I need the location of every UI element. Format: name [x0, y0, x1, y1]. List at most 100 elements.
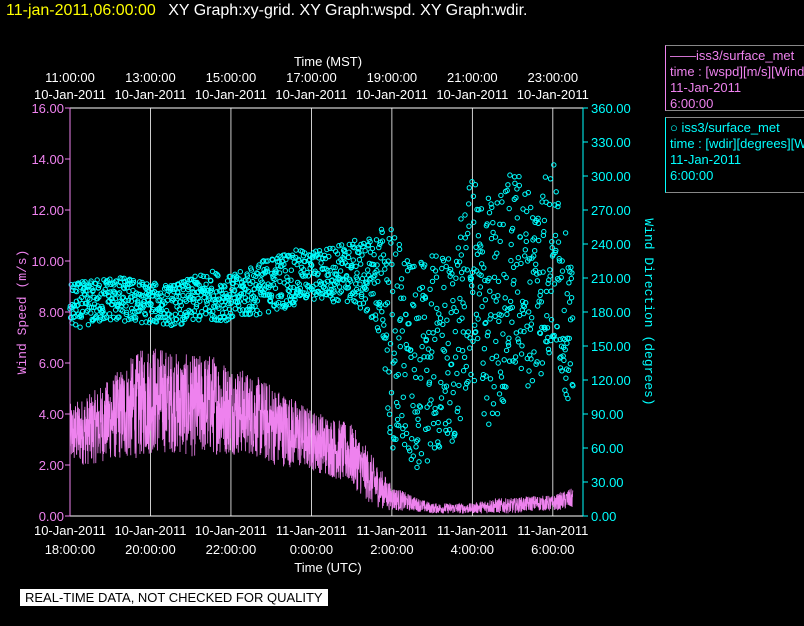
- wdir-point: [367, 238, 373, 245]
- wdir-point: [359, 252, 365, 258]
- wdir-point: [470, 289, 476, 295]
- wdir-point: [353, 263, 359, 269]
- wdir-point: [290, 284, 296, 291]
- wdir-point: [424, 458, 431, 464]
- wdir-point: [428, 301, 435, 307]
- wdir-point: [498, 312, 504, 318]
- wdir-point: [352, 237, 358, 244]
- wdir-point: [360, 243, 366, 250]
- wdir-point: [530, 215, 536, 221]
- wdir-point: [402, 371, 408, 378]
- wdir-point: [360, 300, 367, 306]
- wdir-point: [395, 422, 402, 429]
- wdir-point: [304, 292, 311, 298]
- wdir-point: [159, 293, 165, 299]
- wdir-point: [495, 293, 501, 299]
- wdir-point: [336, 284, 343, 290]
- wdir-point: [326, 253, 332, 260]
- wdir-point: [112, 296, 119, 302]
- wdir-point: [432, 336, 438, 342]
- wdir-point: [231, 288, 238, 294]
- wdir-point: [193, 304, 200, 310]
- wdir-point: [208, 278, 214, 284]
- wdir-point: [132, 317, 139, 323]
- wdir-point: [440, 321, 446, 328]
- wdir-point: [373, 316, 379, 322]
- wdir-point: [401, 363, 407, 369]
- wdir-point: [245, 297, 251, 303]
- bottom-tick-time: 4:00:00: [451, 542, 494, 557]
- wdir-point: [192, 273, 198, 279]
- wdir-point: [334, 251, 341, 257]
- bottom-tick-time: 22:00:00: [206, 542, 257, 557]
- wdir-point: [339, 260, 345, 267]
- wdir-point: [322, 285, 328, 292]
- wdir-point: [451, 305, 457, 311]
- wdir-point: [493, 338, 499, 345]
- wdir-point: [293, 247, 299, 253]
- wdir-point: [397, 316, 404, 322]
- wdir-point: [535, 215, 541, 222]
- wdir-point: [335, 297, 341, 304]
- wdir-point: [458, 252, 464, 258]
- wdir-point: [540, 269, 546, 275]
- wdir-point: [409, 436, 415, 442]
- wdir-point: [389, 311, 395, 318]
- wdir-point: [562, 230, 569, 236]
- wdir-point: [256, 283, 263, 289]
- wdir-point: [413, 438, 420, 445]
- wdir-point: [465, 378, 471, 385]
- wdir-point: [433, 274, 440, 280]
- left-tick-label: 14.00: [31, 152, 64, 167]
- wdir-point: [236, 276, 242, 282]
- wdir-point: [507, 172, 513, 178]
- right-tick-label: 120.00: [591, 373, 631, 388]
- wdir-point: [123, 297, 129, 304]
- wdir-point: [298, 291, 305, 297]
- wdir-point: [207, 288, 213, 294]
- wdir-point: [436, 311, 442, 317]
- wdir-point: [508, 257, 514, 264]
- wdir-point: [484, 221, 490, 227]
- wdir-point: [124, 309, 130, 315]
- top-tick-date: 10-Jan-2011: [517, 87, 589, 102]
- bottom-tick-time: 18:00:00: [45, 542, 96, 557]
- wdir-point: [362, 285, 368, 291]
- wdir-point: [73, 307, 79, 313]
- wdir-point: [403, 430, 410, 437]
- wdir-point: [533, 261, 539, 267]
- wdir-point: [454, 408, 460, 415]
- wdir-point: [411, 263, 417, 270]
- wdir-point: [532, 248, 538, 254]
- wdir-point: [457, 234, 464, 240]
- wdir-point: [406, 320, 412, 327]
- wdir-point: [512, 180, 518, 187]
- wdir-point: [433, 410, 439, 416]
- wdir-point: [339, 276, 346, 282]
- wdir-point: [95, 285, 102, 291]
- wdir-point: [493, 298, 499, 304]
- wdir-point: [380, 317, 386, 323]
- wdir-point: [375, 328, 382, 334]
- wdir-point: [471, 219, 477, 225]
- wdir-point: [357, 305, 364, 311]
- wdir-point: [450, 381, 457, 387]
- wdir-point: [463, 363, 469, 370]
- wdir-point: [453, 258, 460, 265]
- wdir-point: [88, 304, 95, 311]
- wdir-point: [439, 332, 445, 338]
- wdir-point: [369, 245, 376, 252]
- left-tick-label: 16.00: [31, 101, 64, 116]
- wdir-point: [504, 311, 510, 317]
- wdir-point: [349, 290, 355, 297]
- wdir-point: [486, 210, 493, 216]
- wdir-point: [501, 357, 507, 363]
- wdir-point: [455, 245, 461, 251]
- wdir-point: [114, 302, 121, 309]
- wdir-point: [433, 253, 439, 259]
- top-tick-time: 17:00:00: [286, 70, 337, 85]
- wdir-point: [472, 322, 478, 328]
- wdir-point: [210, 308, 216, 315]
- wdir-point: [419, 284, 426, 291]
- wdir-point: [494, 250, 500, 256]
